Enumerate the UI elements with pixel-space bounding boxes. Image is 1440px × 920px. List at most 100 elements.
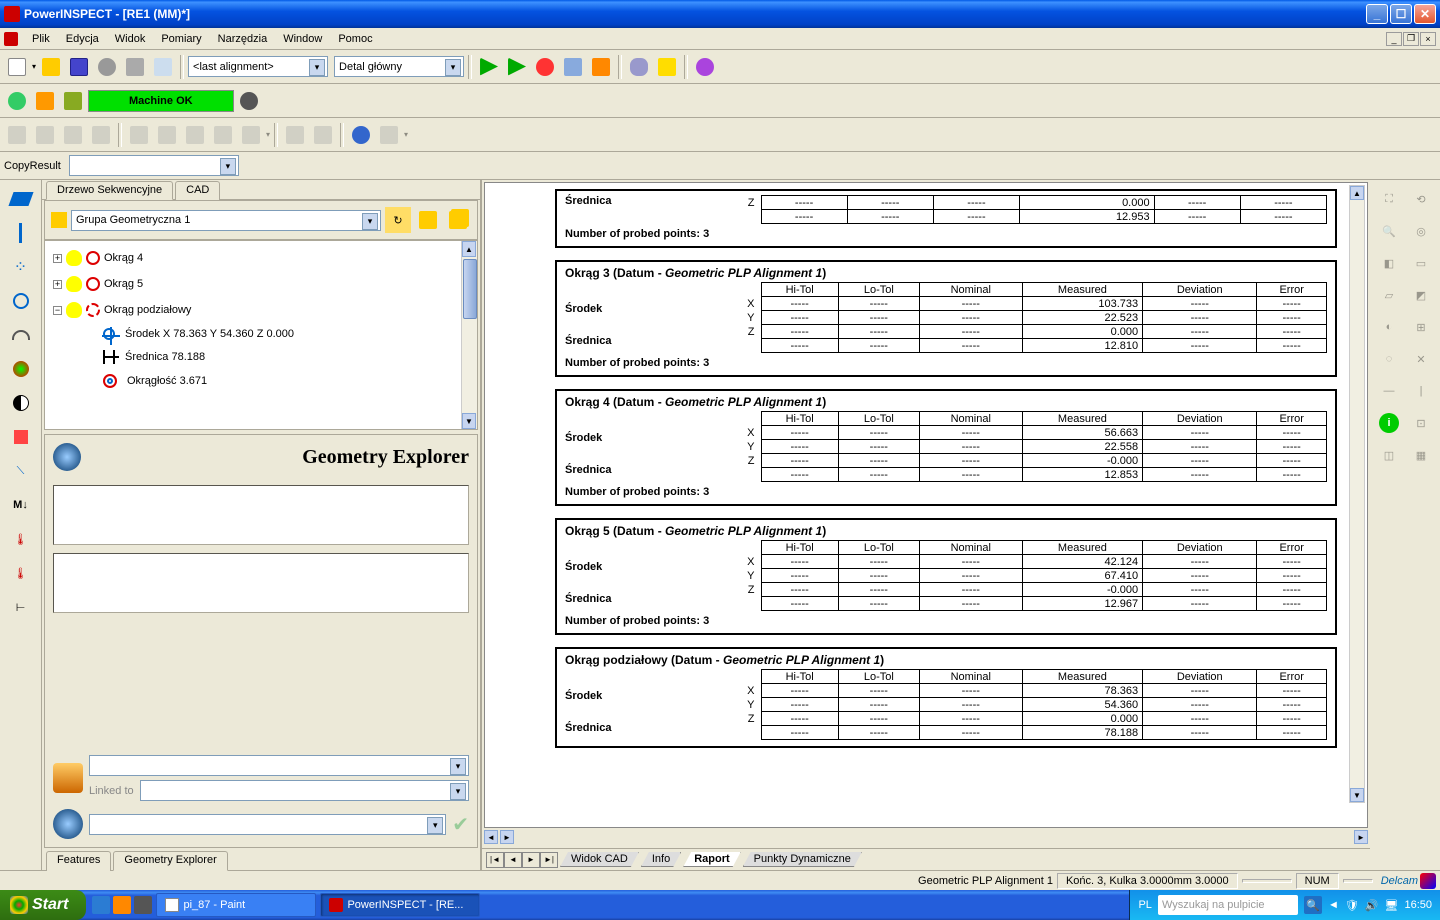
view-x-button[interactable]: ✕ xyxy=(1406,344,1436,374)
tool-gauge[interactable]: ⊢ xyxy=(4,592,38,622)
rt-17[interactable]: ◫ xyxy=(1374,440,1404,470)
tab-features[interactable]: Features xyxy=(46,851,111,871)
tree-sub-okraglosc[interactable]: Okrągłość 3.671 xyxy=(53,369,473,393)
tool-dim[interactable]: ⟍ xyxy=(4,456,38,486)
tray-icon-3[interactable]: 🔊 xyxy=(1365,899,1379,912)
info-button[interactable]: i xyxy=(1374,408,1404,438)
view-hidden-button[interactable]: ◌ xyxy=(1374,344,1404,374)
ql-desktop-icon[interactable] xyxy=(134,896,152,914)
ql-ie-icon[interactable] xyxy=(92,896,110,914)
taskbar-item-paint[interactable]: pi_87 - Paint xyxy=(156,893,316,917)
menu-file[interactable]: Plik xyxy=(24,31,58,47)
desktop-search-input[interactable]: Wyszukaj na pulpicie xyxy=(1158,895,1298,915)
zoom-mode-button[interactable]: ◎ xyxy=(1406,216,1436,246)
print-button[interactable] xyxy=(122,54,148,80)
folders-button[interactable] xyxy=(445,207,471,233)
view-iso-button[interactable]: ◧ xyxy=(1374,248,1404,278)
detail-combo[interactable]: Detal główny xyxy=(334,56,464,77)
tray-icon-4[interactable]: 🖥 xyxy=(1385,899,1399,912)
tool-temp2[interactable]: 🌡 xyxy=(4,558,38,588)
start-button[interactable]: Start xyxy=(0,890,86,920)
menu-measure[interactable]: Pomiary xyxy=(153,31,209,47)
report-body[interactable]: ŚrednicaZ---------------0.000-----------… xyxy=(484,182,1368,828)
scroll-up-icon[interactable]: ▲ xyxy=(462,241,476,257)
probe2-button[interactable] xyxy=(588,54,614,80)
tab-nav-prev[interactable]: ◄ xyxy=(504,852,522,868)
tab-cad[interactable]: CAD xyxy=(175,181,220,200)
alignment-combo[interactable]: <last alignment> xyxy=(188,56,328,77)
view-y-button[interactable]: — xyxy=(1374,376,1404,406)
tree-scrollbar[interactable]: ▲ ▼ xyxy=(461,241,477,429)
open-button[interactable] xyxy=(38,54,64,80)
taskbar-item-powerinspect[interactable]: PowerINSPECT - [RE... xyxy=(320,893,480,917)
grid-button[interactable] xyxy=(60,88,86,114)
tab-info[interactable]: Info xyxy=(641,852,681,867)
tool-m[interactable]: M↓ xyxy=(4,490,38,520)
find-button[interactable] xyxy=(94,54,120,80)
tray-icon-2[interactable]: 🛡 xyxy=(1345,899,1359,912)
geo-combo-linked[interactable] xyxy=(140,780,469,801)
copyresult-combo[interactable] xyxy=(69,155,239,176)
lang-indicator[interactable]: PL xyxy=(1138,899,1151,911)
record-button[interactable] xyxy=(532,54,558,80)
tool-line[interactable] xyxy=(4,218,38,248)
close-button[interactable]: ✕ xyxy=(1414,4,1436,24)
tool-temp[interactable]: 🌡 xyxy=(4,524,38,554)
minimize-button[interactable]: _ xyxy=(1366,4,1388,24)
home-button[interactable] xyxy=(32,88,58,114)
scroll-down-icon[interactable]: ▼ xyxy=(462,413,476,429)
tree-item-okrag5[interactable]: + Okrąg 5 xyxy=(53,271,473,297)
menu-view[interactable]: Widok xyxy=(107,31,154,47)
tool-arc[interactable] xyxy=(4,320,38,350)
feat-12-button[interactable] xyxy=(348,122,374,148)
tree-sub-srodek[interactable]: Środek X 78.363 Y 54.360 Z 0.000 xyxy=(53,323,473,345)
tab-nav-last[interactable]: ►| xyxy=(540,852,558,868)
report-button[interactable] xyxy=(150,54,176,80)
tool-circle[interactable] xyxy=(4,286,38,316)
view-wire-button[interactable]: ⊞ xyxy=(1406,312,1436,342)
view-rotate-button[interactable]: ⟲ xyxy=(1406,184,1436,214)
play-button[interactable] xyxy=(476,54,502,80)
menu-edit[interactable]: Edycja xyxy=(58,31,107,47)
probe1-button[interactable] xyxy=(560,54,586,80)
tool-sphere[interactable] xyxy=(4,354,38,384)
mdi-minimize-button[interactable]: _ xyxy=(1386,32,1402,46)
search-icon[interactable]: 🔍 xyxy=(1304,896,1322,914)
tab-nav-next[interactable]: ► xyxy=(522,852,540,868)
cloud-button[interactable] xyxy=(626,54,652,80)
view-side-button[interactable]: ◩ xyxy=(1406,280,1436,310)
view-extra-button[interactable]: ⊡ xyxy=(1406,408,1436,438)
tool-points[interactable]: ⁘ xyxy=(4,252,38,282)
tab-punkty[interactable]: Punkty Dynamiczne xyxy=(743,852,862,867)
maximize-button[interactable]: ☐ xyxy=(1390,4,1412,24)
tool-cone[interactable] xyxy=(4,388,38,418)
view-top-button[interactable]: ▭ xyxy=(1406,248,1436,278)
view-front-button[interactable]: ▱ xyxy=(1374,280,1404,310)
hscroll-left-icon[interactable]: ◄ xyxy=(484,830,498,844)
menu-tools[interactable]: Narzędzia xyxy=(210,31,276,47)
export-button[interactable] xyxy=(654,54,680,80)
tree-item-okrag4[interactable]: + Okrąg 4 xyxy=(53,245,473,271)
tree-body[interactable]: + Okrąg 4 + Okrąg 5 − Okrąg podziałowy Ś… xyxy=(44,240,478,430)
save-button[interactable] xyxy=(66,54,92,80)
scroll-down-icon[interactable]: ▼ xyxy=(1350,788,1364,802)
hscroll-right-icon[interactable]: ► xyxy=(500,830,514,844)
rt-18[interactable]: ▦ xyxy=(1406,440,1436,470)
tab-raport[interactable]: Raport xyxy=(683,852,740,867)
probe-button[interactable] xyxy=(236,88,262,114)
scroll-thumb[interactable] xyxy=(463,259,477,319)
mdi-restore-button[interactable]: ❐ xyxy=(1403,32,1419,46)
menu-window[interactable]: Window xyxy=(275,31,330,47)
collapse-icon[interactable]: − xyxy=(53,306,62,315)
refresh-button[interactable]: ↻ xyxy=(385,207,411,233)
tab-widok-cad[interactable]: Widok CAD xyxy=(560,852,639,867)
expand-icon[interactable]: + xyxy=(53,254,62,263)
scroll-up-icon[interactable]: ▲ xyxy=(1350,186,1364,200)
tab-nav-first[interactable]: |◄ xyxy=(486,852,504,868)
view-fit-button[interactable]: ⛶ xyxy=(1374,184,1404,214)
group-combo[interactable]: Grupa Geometryczna 1 xyxy=(71,210,381,231)
report-vscrollbar[interactable]: ▲ ▼ xyxy=(1349,185,1365,803)
new-button[interactable] xyxy=(4,54,30,80)
tool-plane[interactable] xyxy=(4,184,38,214)
geo-combo-2[interactable] xyxy=(89,814,446,835)
